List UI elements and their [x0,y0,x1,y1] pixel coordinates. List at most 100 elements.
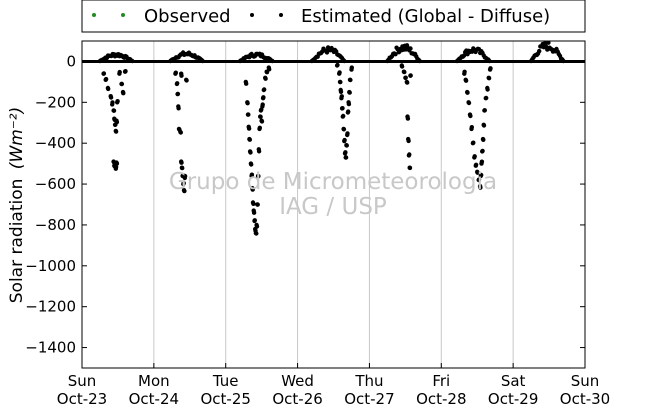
y-tick-label: −400 [35,134,76,152]
estimated-point [405,80,410,85]
y-tick-label: −800 [35,216,76,234]
estimated-point [173,70,178,75]
estimated-point [345,131,350,136]
estimated-point [110,100,115,105]
estimated-point [479,159,485,164]
estimated-point [251,210,257,215]
estimated-point [176,106,181,111]
gridlines [153,41,514,368]
x-tick-label-date: Oct-29 [488,390,538,408]
x-tick-label-date: Oct-26 [272,390,322,408]
estimated-point [178,130,183,135]
estimated-point [101,71,107,76]
estimated-point [406,138,411,144]
estimated-point [537,48,542,54]
x-tick-label-day: Wed [281,372,314,390]
estimated-point [338,89,344,95]
estimated-point [267,67,272,72]
estimated-point [270,58,275,64]
estimated-point [561,58,566,64]
estimated-point [244,81,249,86]
estimated-point [179,73,184,78]
estimated-point [249,162,254,167]
watermark-line-1: Grupo de Micrometeorologia [169,169,497,195]
estimated-point [344,143,349,148]
y-tick-label: −1200 [25,298,76,316]
estimated-point [113,164,119,170]
legend-marker-observed-2 [121,13,125,17]
estimated-point [263,76,268,81]
estimated-point [405,116,411,121]
y-tick-label: −1000 [25,257,76,275]
estimated-point [246,126,252,131]
estimated-point [471,140,476,145]
estimated-point [257,125,262,130]
estimated-point [349,65,354,70]
estimated-point [123,69,128,74]
estimated-point [130,58,135,64]
y-axis-label-text: Solar radiation [7,179,27,304]
estimated-point [485,87,490,92]
y-tick-label: −1400 [25,339,76,357]
estimated-point [179,160,184,165]
estimated-point [408,73,413,78]
estimated-point [462,69,467,75]
x-tick-label-date: Oct-27 [344,390,394,408]
x-tick-label-date: Oct-23 [57,390,107,408]
estimated-point [407,152,412,157]
estimated-point [399,64,405,69]
estimated-point [343,155,349,160]
estimated-point [121,91,126,96]
estimated-point [254,224,260,229]
estimated-point [476,177,482,182]
y-tick-label: −600 [35,175,76,193]
estimated-point [255,202,260,207]
estimated-point [324,50,330,55]
estimated-point [340,106,345,111]
estimated-point [181,180,186,186]
estimated-point [475,170,480,175]
x-tick-label-date: Oct-25 [200,390,250,408]
estimated-point [119,81,125,87]
estimated-point [103,76,109,82]
x-axis: SunOct-23MonOct-24TueOct-25WedOct-26ThuO… [57,363,610,408]
estimated-point [117,69,122,75]
estimated-point [254,231,259,236]
estimated-point [250,187,255,192]
estimated-point [337,70,342,75]
estimated-point [258,114,263,120]
svg-text:Solar radiation (Wm⁻²): Solar radiation (Wm⁻²) [7,107,27,303]
x-tick-label-day: Mon [138,372,170,390]
estimated-point [339,94,344,99]
estimated-point [484,95,489,101]
estimated-point [338,79,343,85]
y-axis-label-unit: (Wm⁻²) [7,107,27,169]
x-tick-label-day: Thu [354,372,383,390]
estimated-point [480,148,485,154]
estimated-point [115,99,120,104]
estimated-point [343,150,348,155]
estimated-point [341,127,347,132]
x-tick-label-day: Sun [571,372,600,390]
estimated-point [184,78,189,83]
estimated-point [342,137,347,143]
estimated-point [175,81,180,86]
estimated-point [403,75,408,80]
x-tick-label-day: Fri [432,372,450,390]
watermark: Grupo de Micrometeorologia IAG / USP [169,169,497,220]
estimated-point [341,113,346,119]
estimated-point [108,95,114,100]
legend-box [81,0,586,33]
estimated-point [346,101,352,107]
estimated-point [479,172,484,178]
estimated-point [262,87,267,92]
estimated-point [473,162,479,167]
estimated-point [182,173,188,179]
estimated-point [472,154,477,159]
estimated-point [487,58,492,64]
estimated-point [335,62,340,68]
legend: Observed Estimated (Global - Diffuse) [81,0,586,33]
estimated-point [407,165,413,171]
estimated-point [463,78,469,83]
estimated-point [251,201,256,206]
